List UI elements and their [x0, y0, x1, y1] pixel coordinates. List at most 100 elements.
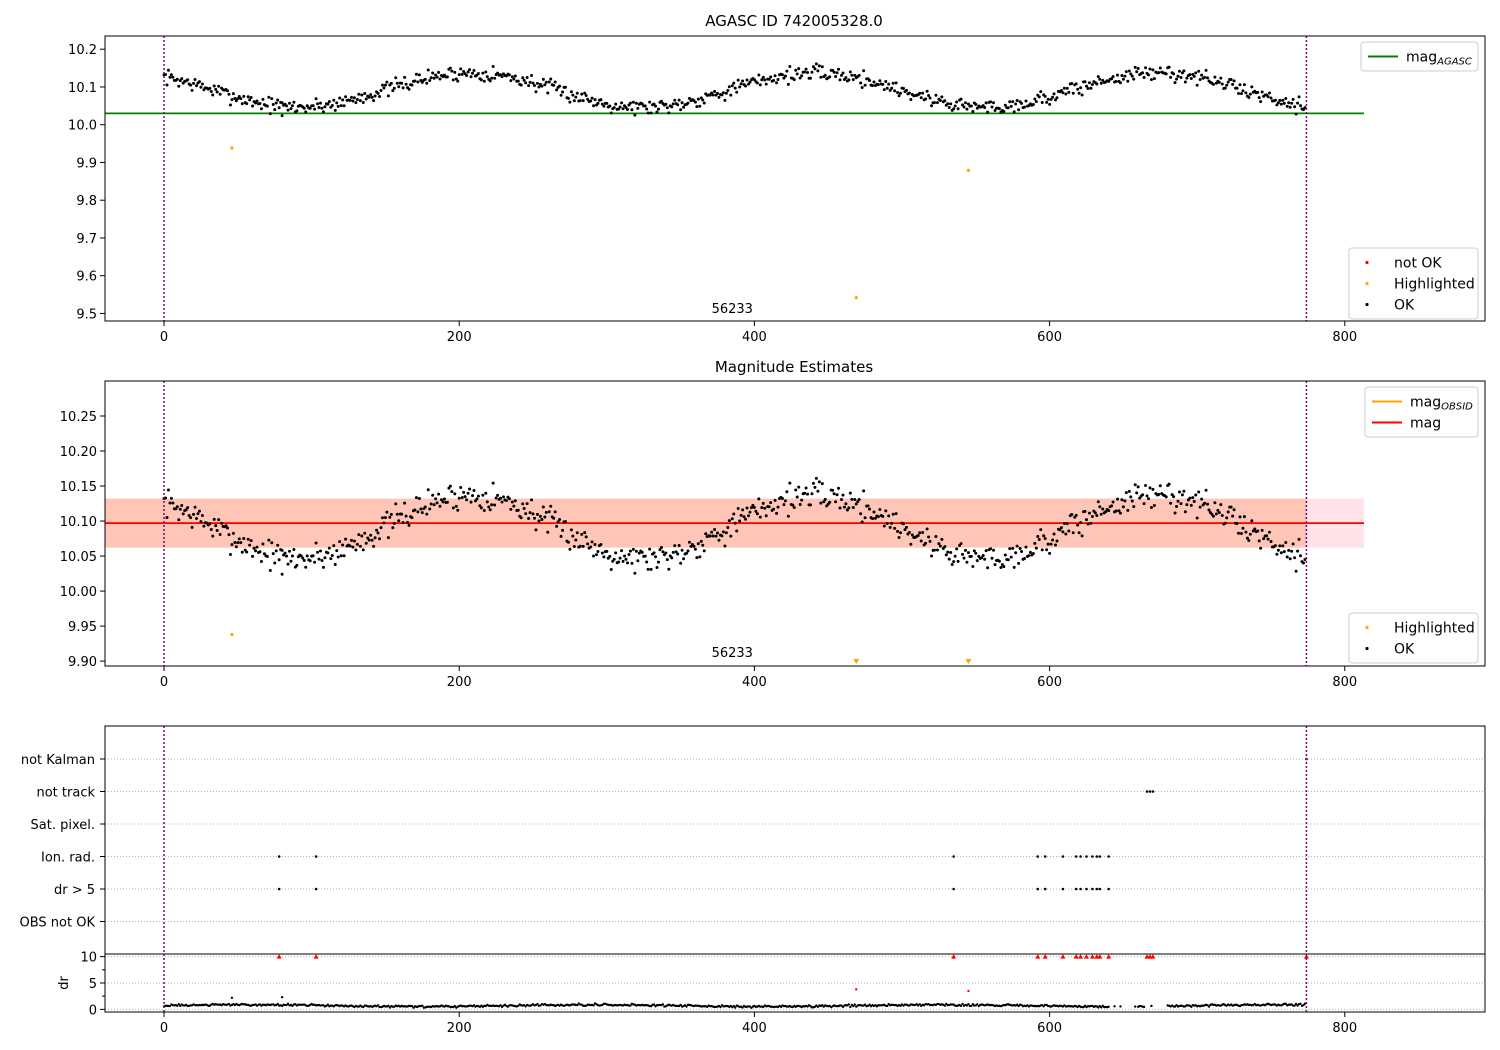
ok-point: [904, 88, 908, 92]
ok-point: [358, 99, 362, 103]
ok-point: [417, 73, 421, 77]
ok-point: [428, 78, 432, 82]
ok-point: [935, 101, 939, 105]
ok-point: [870, 84, 874, 88]
legend-label: OK: [1394, 298, 1415, 314]
ok-point: [522, 506, 526, 510]
ok-point: [810, 492, 814, 496]
ok-point: [717, 95, 721, 99]
ok-point: [969, 104, 973, 108]
ok-point: [1203, 501, 1207, 505]
ok-point: [407, 87, 411, 91]
ok-point: [667, 111, 671, 115]
x-tick-label: 400: [742, 330, 767, 345]
ok-point: [1118, 81, 1122, 85]
ok-point: [813, 485, 817, 489]
estimates-panel-annotation: 56233: [712, 646, 753, 661]
ok-point: [327, 546, 331, 550]
ok-point: [1142, 502, 1146, 506]
ok-point: [808, 76, 812, 80]
ok-point: [431, 71, 435, 75]
ok-point: [200, 82, 204, 86]
ok-point: [866, 504, 870, 508]
ok-point: [1182, 489, 1186, 493]
ok-point: [1284, 97, 1288, 101]
ok-point: [701, 98, 705, 102]
ok-point: [1204, 488, 1208, 492]
ok-point: [927, 535, 931, 539]
ok-point: [1077, 91, 1081, 95]
highlighted-point: [230, 146, 234, 150]
ok-point: [838, 506, 842, 510]
ok-point: [342, 554, 346, 558]
ok-point: [949, 102, 953, 106]
ok-point: [180, 504, 184, 508]
ok-point: [171, 501, 175, 505]
y-tick-label: 10.1: [68, 81, 97, 96]
ok-point: [1027, 554, 1031, 558]
ok-point: [1017, 561, 1021, 565]
ok-point: [401, 86, 405, 90]
ok-point: [484, 491, 488, 495]
ok-point: [962, 105, 966, 109]
ok-point: [854, 502, 858, 506]
ok-point: [1188, 496, 1192, 500]
ok-point: [692, 544, 696, 548]
ok-point: [326, 551, 330, 555]
ok-point: [528, 80, 532, 84]
dr-point: [863, 1003, 867, 1006]
ok-point: [589, 545, 593, 549]
ok-point: [304, 565, 308, 569]
ok-point: [959, 542, 963, 546]
ok-point: [1185, 76, 1189, 80]
ok-point: [485, 500, 489, 504]
ok-point: [544, 80, 548, 84]
ok-point: [676, 103, 680, 107]
ok-point: [227, 92, 231, 96]
dr-clipped-marker: [1303, 954, 1309, 959]
ok-point: [794, 68, 798, 72]
ok-point: [509, 79, 513, 83]
ok-point: [1039, 90, 1043, 94]
ok-point: [280, 114, 284, 118]
ok-point: [1115, 73, 1119, 77]
ok-point: [525, 76, 529, 80]
ok-point: [435, 501, 439, 505]
ok-point: [420, 80, 424, 84]
ok-point: [1040, 100, 1044, 104]
ok-point: [512, 504, 516, 508]
ok-point: [816, 489, 820, 493]
ok-point: [899, 531, 903, 535]
ok-point: [574, 95, 578, 99]
ok-point: [521, 76, 525, 80]
ok-point: [1268, 530, 1272, 534]
ok-point: [332, 544, 336, 548]
ok-point: [732, 81, 736, 85]
flag-row-label: OBS not OK: [20, 916, 96, 931]
ok-point: [785, 490, 789, 494]
ok-point: [696, 542, 700, 546]
ok-point: [965, 560, 969, 564]
ok-point: [561, 90, 565, 94]
ok-point: [628, 101, 632, 105]
agasc-magnitude-panel: AGASC ID 742005328.0 9.5 9.6 9.7 9.8 9.9 10.0…: [68, 12, 1486, 345]
ok-point: [885, 86, 889, 90]
ok-point: [608, 104, 612, 108]
ok-point: [806, 492, 810, 496]
ok-point: [896, 91, 900, 95]
ok-point: [1054, 98, 1058, 102]
ok-point: [472, 488, 476, 492]
ok-point: [373, 536, 377, 540]
ok-point: [259, 107, 263, 111]
ok-point: [395, 512, 399, 516]
ok-point: [767, 505, 771, 509]
ok-point: [1239, 92, 1243, 96]
ok-point: [1051, 95, 1055, 99]
ok-point: [308, 559, 312, 563]
ok-point: [559, 93, 563, 97]
ok-point: [285, 554, 289, 558]
ok-point: [837, 486, 841, 490]
ok-point: [494, 496, 498, 500]
ok-point: [1070, 513, 1074, 517]
ok-point: [234, 545, 238, 549]
